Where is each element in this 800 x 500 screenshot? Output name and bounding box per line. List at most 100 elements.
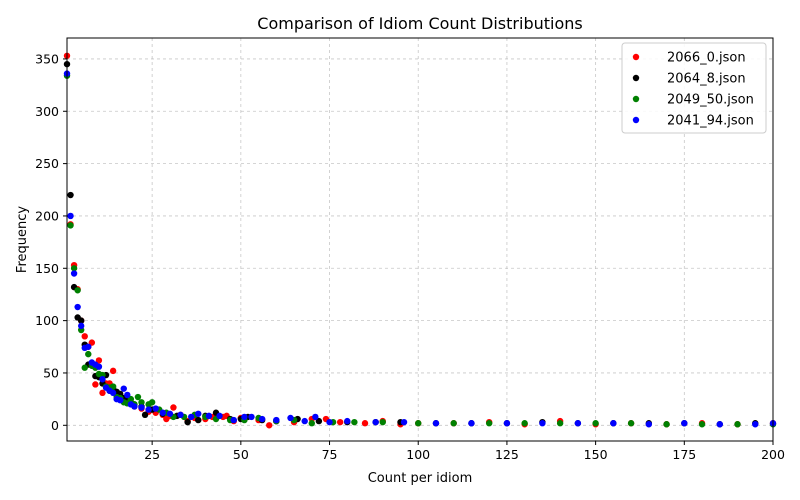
- legend-marker: [632, 53, 640, 61]
- data-point: [266, 422, 273, 429]
- y-tick-label: 350: [35, 51, 59, 66]
- data-point: [230, 416, 237, 424]
- data-point: [372, 418, 379, 426]
- data-point: [432, 420, 440, 427]
- data-point: [95, 363, 103, 370]
- y-tick-label: 200: [35, 208, 59, 223]
- legend-marker: [632, 116, 640, 124]
- data-point: [273, 416, 280, 424]
- data-point: [138, 399, 145, 406]
- data-point: [326, 418, 333, 426]
- data-point: [67, 222, 74, 229]
- data-point: [88, 339, 96, 346]
- data-point: [67, 191, 74, 199]
- data-point: [70, 265, 78, 272]
- data-point: [716, 421, 723, 428]
- data-point: [92, 381, 99, 388]
- axis-ticks: 25 50 75 100 125 150 175 200 0 50 100 150 200 250 300 3…: [35, 51, 785, 462]
- data-point: [131, 403, 138, 410]
- data-point: [74, 303, 81, 311]
- data-point: [77, 317, 85, 324]
- data-point: [109, 389, 117, 397]
- data-point: [344, 417, 351, 425]
- data-point: [361, 420, 369, 427]
- data-point: [574, 420, 582, 427]
- data-point: [141, 411, 149, 419]
- y-tick-label: 150: [35, 261, 59, 276]
- data-point: [77, 322, 85, 330]
- data-point: [184, 418, 191, 426]
- y-tick-label: 0: [51, 418, 59, 433]
- legend: 2066_0.json 2064_8.json 2049_50.json 2041_9…: [621, 42, 767, 134]
- data-point: [159, 409, 166, 416]
- data-point: [627, 420, 635, 427]
- data-point: [556, 420, 564, 427]
- data-point: [145, 406, 152, 413]
- data-point: [127, 395, 135, 403]
- data-point: [315, 417, 323, 425]
- data-point: [70, 270, 78, 277]
- data-point: [663, 421, 670, 428]
- data-point: [592, 420, 599, 427]
- data-point: [379, 418, 386, 426]
- data-point: [734, 421, 741, 428]
- data-point: [134, 393, 142, 401]
- data-point: [216, 412, 223, 420]
- legend-entry: 2041_94.json: [667, 114, 754, 129]
- data-point: [485, 420, 493, 427]
- x-tick-label: 50: [233, 447, 249, 462]
- x-tick-label: 75: [322, 447, 338, 462]
- data-point: [177, 411, 184, 419]
- data-point: [187, 413, 195, 421]
- data-point: [400, 418, 408, 426]
- data-point: [645, 421, 653, 428]
- data-point: [99, 376, 106, 383]
- data-point: [752, 421, 759, 428]
- data-point: [195, 410, 202, 417]
- x-tick-label: 150: [584, 447, 608, 462]
- legend-marker: [632, 95, 640, 103]
- y-tick-label: 300: [35, 104, 59, 119]
- data-point: [166, 410, 174, 417]
- data-point: [241, 413, 248, 421]
- data-point: [170, 404, 177, 411]
- x-axis-label: Count per idiom: [368, 471, 473, 486]
- data-point: [351, 418, 358, 426]
- legend-entry: 2064_8.json: [667, 72, 746, 87]
- chart-title: Comparison of Idiom Count Distributions: [257, 14, 582, 33]
- data-point: [258, 415, 266, 423]
- data-point: [67, 212, 74, 220]
- data-point: [109, 367, 117, 375]
- y-tick-label: 250: [35, 156, 59, 171]
- data-point: [248, 413, 255, 421]
- data-point: [312, 413, 319, 421]
- data-point: [698, 421, 706, 428]
- data-point: [74, 287, 81, 294]
- data-point: [301, 417, 308, 425]
- data-point: [195, 416, 202, 424]
- data-point: [124, 391, 131, 399]
- y-tick-label: 100: [35, 313, 59, 328]
- data-point: [205, 412, 213, 420]
- data-point: [287, 414, 294, 422]
- data-point: [95, 357, 103, 364]
- data-point: [539, 420, 546, 427]
- data-point: [120, 385, 127, 392]
- data-point: [503, 420, 511, 427]
- data-point: [415, 420, 422, 427]
- x-tick-label: 175: [672, 447, 696, 462]
- data-point: [117, 396, 124, 404]
- data-point: [450, 420, 457, 427]
- legend-entry: 2066_0.json: [667, 51, 746, 66]
- data-point: [152, 405, 159, 412]
- data-point: [521, 420, 528, 427]
- data-point: [138, 404, 145, 411]
- legend-marker: [632, 74, 640, 82]
- series-2041_94.json: [63, 70, 777, 428]
- x-tick-label: 100: [406, 447, 430, 462]
- x-tick-label: 125: [495, 447, 519, 462]
- data-point: [85, 350, 92, 358]
- data-point: [109, 383, 117, 390]
